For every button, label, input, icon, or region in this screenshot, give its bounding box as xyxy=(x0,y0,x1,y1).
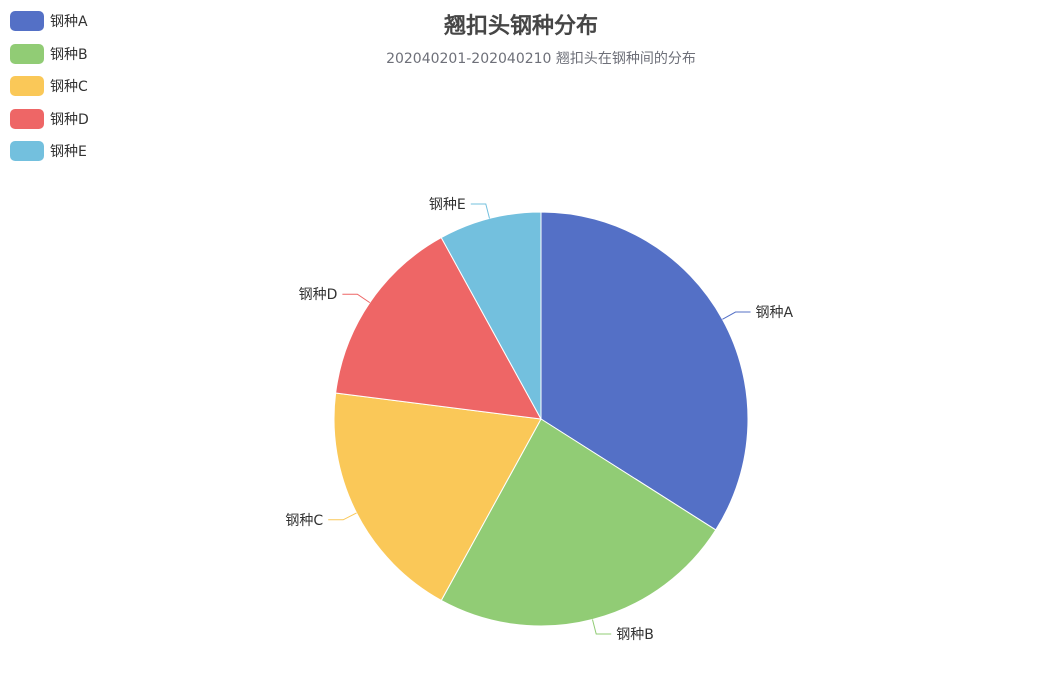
pie-slice[interactable] xyxy=(540,211,749,531)
label-line xyxy=(722,311,751,320)
legend-swatch xyxy=(10,141,44,161)
pie-slice[interactable] xyxy=(333,392,542,602)
legend-swatch xyxy=(10,11,44,31)
legend-label: 钢种B xyxy=(50,46,88,63)
legend-label: 钢种D xyxy=(50,111,89,128)
legend-item[interactable]: 钢种D xyxy=(10,108,89,130)
pie-slice[interactable] xyxy=(440,418,717,627)
legend-swatch xyxy=(10,108,44,129)
legend: 钢种A 钢种B 钢种C 钢种D 钢种E xyxy=(10,10,89,173)
pie-slice[interactable] xyxy=(335,236,542,420)
legend-swatch xyxy=(10,76,44,96)
legend-item[interactable]: 钢种A xyxy=(10,10,89,32)
label-line xyxy=(591,619,612,635)
slice-label: 钢种D xyxy=(299,287,338,303)
slice-label: 钢种B xyxy=(616,627,654,643)
label-line xyxy=(328,512,357,521)
slice-label: 钢种E xyxy=(429,197,466,213)
legend-item[interactable]: 钢种C xyxy=(10,75,89,97)
label-line xyxy=(342,293,371,304)
chart-title: 翘扣头钢种分布 xyxy=(443,14,598,39)
chart-subtitle: 202040201-202040210 翘扣头在钢种间的分布 xyxy=(386,51,696,67)
legend-label: 钢种E xyxy=(50,144,87,160)
legend-item[interactable]: 钢种B xyxy=(10,43,89,65)
legend-item[interactable]: 钢种E xyxy=(10,140,89,162)
legend-label: 钢种A xyxy=(50,14,88,30)
pie-slice[interactable] xyxy=(440,211,542,420)
legend-swatch xyxy=(10,43,44,64)
label-line xyxy=(470,203,491,219)
legend-label: 钢种C xyxy=(50,79,88,95)
slice-label: 钢种C xyxy=(285,513,323,529)
slice-label: 钢种A xyxy=(756,305,794,321)
